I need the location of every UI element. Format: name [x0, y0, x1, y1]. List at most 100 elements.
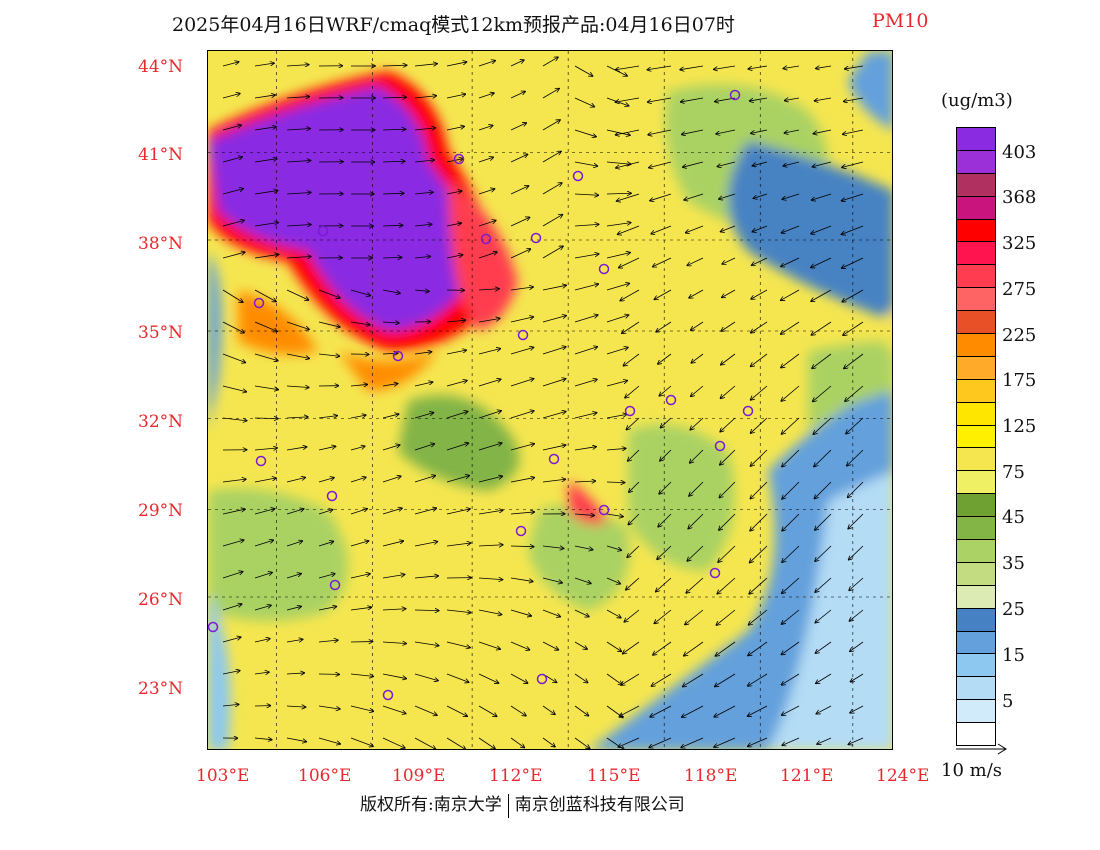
- colorbar-cell: [956, 676, 996, 701]
- wind-arrow: [748, 65, 768, 69]
- wind-arrow: [659, 481, 672, 494]
- wind-arrow: [691, 385, 704, 396]
- wind-arrow: [382, 384, 398, 386]
- wind-arrow: [716, 129, 736, 134]
- wind-arrow: [574, 481, 595, 482]
- city-markers: [208, 89, 754, 701]
- colorbar-label: 403: [1002, 142, 1037, 163]
- wind-arrow: [382, 476, 401, 483]
- wind-arrow: [784, 129, 800, 133]
- city-marker: [572, 170, 584, 182]
- wind-arrow: [850, 673, 864, 682]
- colorbar-cell: [956, 264, 996, 289]
- wind-arrow: [254, 605, 271, 611]
- wind-arrow: [721, 225, 736, 232]
- wind-arrow: [510, 60, 524, 67]
- wind-arrow: [815, 609, 832, 623]
- wind-arrow: [690, 417, 704, 430]
- lat-label: 41°N: [138, 145, 184, 165]
- wind-arrow: [815, 545, 832, 561]
- colorbar-label: 35: [1002, 553, 1025, 574]
- wind-arrow: [382, 129, 405, 130]
- wind-arrow: [850, 705, 864, 713]
- wind-arrow: [574, 254, 599, 259]
- wind-arrow: [254, 159, 277, 163]
- wind-arrow: [842, 257, 864, 268]
- wind-arrow: [660, 449, 672, 461]
- colorbar-cell: [956, 561, 996, 586]
- wind-arrow: [782, 705, 800, 715]
- wind-arrow: [815, 97, 832, 101]
- wind-arrow: [648, 97, 672, 102]
- wind-arrow: [721, 321, 736, 331]
- wind-arrow: [478, 609, 502, 615]
- wind-arrow: [719, 513, 736, 530]
- wind-arrow: [318, 478, 334, 483]
- lon-label: 109°E: [392, 766, 446, 786]
- wind-arrow: [222, 289, 243, 302]
- wind-arrow: [752, 225, 768, 232]
- lat-label: 29°N: [138, 501, 184, 521]
- wind-arrow: [286, 673, 304, 674]
- wind-arrow: [414, 476, 435, 483]
- wind-arrow: [382, 609, 406, 610]
- wind-arrow: [782, 417, 800, 434]
- colorbar-label: 45: [1002, 507, 1025, 528]
- wind-arrow: [616, 65, 640, 70]
- wind-arrow: [446, 381, 467, 387]
- wind-arrow: [222, 252, 245, 259]
- wind-arrow: [720, 385, 736, 398]
- colorbar-cell: [956, 630, 996, 655]
- wind-arrow: [414, 542, 437, 547]
- wind-arrow: [446, 320, 465, 322]
- wind-arrow: [783, 161, 800, 166]
- wind-arrow: [478, 289, 499, 290]
- wind-arrow: [286, 160, 311, 162]
- lat-label: 35°N: [138, 323, 184, 343]
- colorbar-cell: [956, 470, 996, 495]
- wind-arrow: [350, 415, 366, 419]
- wind-vectors: [222, 57, 864, 749]
- wind-arrow: [350, 737, 373, 746]
- wind-arrow: [847, 449, 864, 466]
- wind-arrow: [446, 126, 464, 131]
- wind-arrow: [382, 97, 406, 98]
- wind-arrow: [286, 65, 309, 66]
- wind-arrow: [414, 444, 434, 451]
- wind-arrow: [848, 513, 864, 529]
- wind-arrow: [510, 609, 531, 616]
- wind-arrow: [222, 417, 247, 421]
- colorbar-cell: [956, 172, 996, 197]
- wind-arrow: [844, 353, 864, 368]
- colorbar-cell: [956, 447, 996, 472]
- wind-arrow: [751, 129, 768, 133]
- wind-arrow: [651, 673, 672, 686]
- wind-arrow: [781, 321, 800, 334]
- wind-arrow: [574, 447, 596, 451]
- colorbar-cell: [956, 333, 996, 357]
- colorbar-cell: [956, 584, 996, 609]
- wind-arrow: [574, 347, 597, 355]
- wind-arrow: [748, 705, 768, 716]
- wind-arrow: [318, 705, 340, 709]
- wind-arrow: [222, 321, 244, 333]
- wind-arrow: [478, 349, 500, 355]
- wind-arrow: [606, 448, 626, 450]
- wind-arrow: [542, 347, 566, 355]
- wind-arrow: [842, 193, 864, 201]
- wind-arrow: [811, 321, 832, 335]
- wind-arrow: [650, 193, 672, 201]
- wind-arrow: [615, 97, 640, 102]
- wind-arrow: [843, 129, 864, 134]
- wind-arrow: [720, 417, 736, 432]
- wind-arrow: [542, 183, 562, 195]
- wind-arrow: [654, 609, 672, 623]
- wind-arrow: [446, 62, 467, 67]
- wind-arrow: [682, 129, 704, 134]
- wind-arrow: [510, 444, 534, 451]
- wind-arrow: [606, 315, 629, 323]
- wind-arrow: [751, 353, 768, 366]
- map-canvas: [208, 51, 892, 749]
- wind-arrow: [842, 161, 864, 167]
- wind-arrow: [478, 578, 502, 580]
